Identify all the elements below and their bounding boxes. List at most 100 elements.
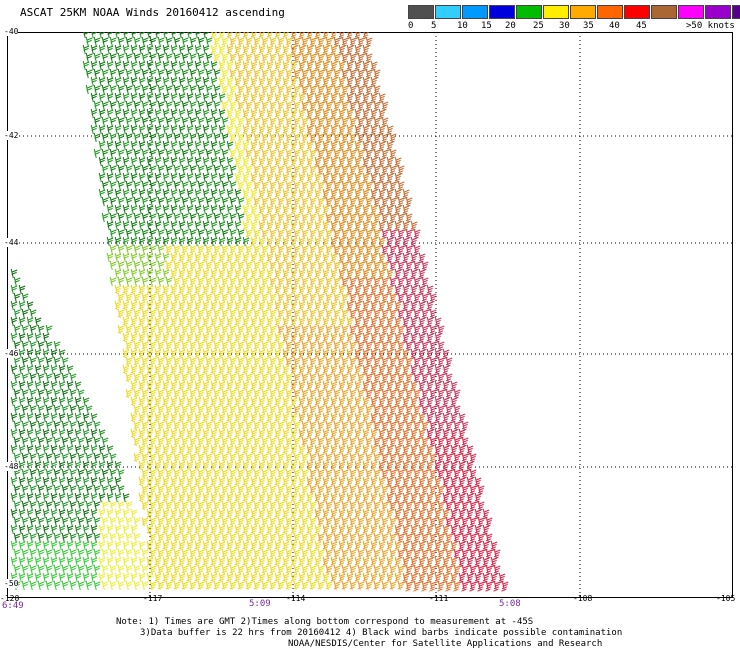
wind-barb xyxy=(221,52,229,63)
wind-barb xyxy=(314,476,322,487)
wind-barb xyxy=(133,452,141,463)
wind-barb xyxy=(290,268,298,279)
wind-barb xyxy=(434,412,442,424)
wind-barb xyxy=(362,44,370,56)
wind-barb xyxy=(490,556,498,568)
wind-barb xyxy=(18,396,26,407)
wind-barb xyxy=(357,372,365,383)
wind-barb xyxy=(277,324,285,335)
wind-barb xyxy=(114,524,122,535)
wind-barb xyxy=(261,164,269,175)
wind-barb xyxy=(338,220,346,232)
wind-barb xyxy=(394,396,402,408)
wind-barb xyxy=(298,412,306,423)
wind-barb xyxy=(133,196,141,207)
wind-barb xyxy=(453,484,461,496)
wind-barb xyxy=(426,572,434,584)
wind-barb xyxy=(205,228,213,239)
wind-barb xyxy=(309,564,317,575)
wind-barb xyxy=(234,508,242,519)
wind-barb xyxy=(21,308,29,319)
wind-barb xyxy=(205,84,213,95)
wind-barb xyxy=(341,468,349,479)
wind-barb xyxy=(309,580,317,591)
wind-barb xyxy=(101,148,109,159)
wind-barb xyxy=(429,292,437,304)
wind-barb xyxy=(178,492,186,503)
wind-barb xyxy=(210,412,218,423)
wind-barb xyxy=(290,44,298,56)
wind-barb xyxy=(162,268,170,279)
wind-barb xyxy=(322,44,330,56)
wind-barb xyxy=(293,500,301,511)
wind-barb xyxy=(141,388,149,399)
wind-barb xyxy=(109,452,117,463)
wind-barb xyxy=(261,468,269,479)
wind-barb xyxy=(442,428,450,440)
wind-barb xyxy=(50,412,58,423)
wind-barb xyxy=(13,548,21,559)
wind-barb xyxy=(333,68,341,80)
wind-barb xyxy=(21,340,29,351)
wind-barb xyxy=(98,76,106,87)
wind-barb xyxy=(18,316,26,327)
wind-barb xyxy=(442,508,450,520)
wind-barb xyxy=(125,132,133,143)
wind-barb xyxy=(138,252,146,263)
wind-barb xyxy=(18,412,26,423)
wind-barb xyxy=(338,300,346,311)
wind-barb xyxy=(173,324,181,335)
wind-barb xyxy=(157,580,165,591)
wind-barb xyxy=(266,108,274,119)
wind-barb xyxy=(98,492,106,503)
wind-barb xyxy=(157,228,165,239)
wind-barb xyxy=(210,124,218,135)
wind-barb xyxy=(277,420,285,431)
wind-barb xyxy=(333,196,341,208)
wind-barb xyxy=(274,428,282,439)
wind-barb xyxy=(165,340,173,351)
wind-barb xyxy=(173,452,181,463)
wind-barb xyxy=(109,68,117,79)
wind-barb xyxy=(365,212,373,224)
wind-barb xyxy=(285,68,293,79)
wind-barb xyxy=(386,348,394,360)
wind-barb xyxy=(37,388,45,399)
wind-barb xyxy=(162,156,170,167)
wind-barb xyxy=(330,460,338,471)
wind-barb xyxy=(325,228,333,239)
wind-barb xyxy=(365,356,373,368)
wind-barb xyxy=(341,452,349,463)
wind-barb xyxy=(42,396,50,407)
wind-barb xyxy=(221,116,229,127)
wind-barb xyxy=(346,44,354,56)
wind-barb xyxy=(261,116,269,127)
wind-barb xyxy=(357,68,365,80)
wind-barb xyxy=(293,372,301,383)
wind-barb xyxy=(26,380,34,391)
wind-barb xyxy=(373,548,381,559)
wind-barb xyxy=(125,100,133,111)
wind-barb xyxy=(10,476,18,487)
wind-barb xyxy=(322,508,330,519)
wind-barb xyxy=(450,556,458,568)
wind-barb xyxy=(178,252,186,263)
wind-barb xyxy=(338,108,346,120)
wind-barb xyxy=(202,364,210,375)
wind-barb xyxy=(421,372,429,384)
wind-barb xyxy=(314,60,322,72)
wind-barb xyxy=(205,452,213,463)
wind-barb xyxy=(53,484,61,495)
wind-barb xyxy=(218,412,226,423)
wind-barb xyxy=(285,468,293,479)
wind-barb xyxy=(333,388,341,399)
wind-barb xyxy=(290,204,298,215)
wind-barb xyxy=(245,100,253,111)
wind-barb xyxy=(370,60,378,72)
wind-barb xyxy=(389,468,397,480)
wind-barb xyxy=(13,308,21,319)
wind-barb xyxy=(141,132,149,143)
wind-barb xyxy=(138,556,146,567)
wind-barb xyxy=(234,124,242,135)
wind-barb xyxy=(181,260,189,271)
